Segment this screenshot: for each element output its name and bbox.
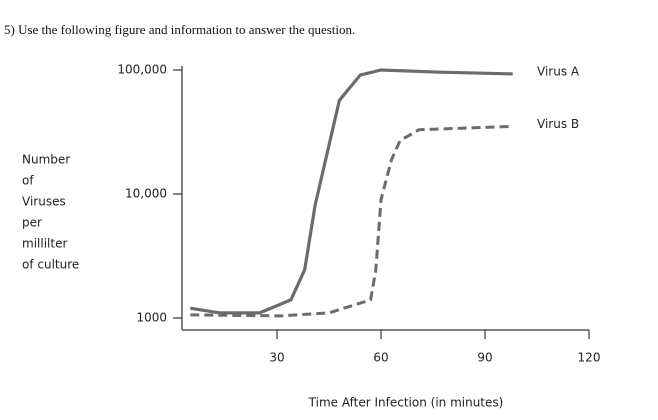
x-tick-label: 60 <box>373 351 388 365</box>
series-line <box>190 68 513 315</box>
y-axis-label: of culture <box>22 258 79 272</box>
question-text: 5) Use the following figure and informat… <box>4 22 356 37</box>
y-tick-label: 100,000 <box>117 63 167 77</box>
y-axis-label: Viruses <box>22 195 66 209</box>
series-line <box>190 125 510 318</box>
y-axis-label: of <box>22 174 34 188</box>
x-tick-label: 90 <box>477 351 492 365</box>
y-tick-label: 1000 <box>136 311 167 325</box>
x-axis-label: Time After Infection (in minutes) <box>308 396 504 410</box>
y-axis-label: millilter <box>22 237 67 251</box>
y-axis-label: Number <box>22 153 70 167</box>
x-tick-label: 120 <box>578 351 601 365</box>
legend-label: Virus B <box>537 117 579 131</box>
y-tick-label: 10,000 <box>125 187 167 201</box>
legend-label: Virus A <box>537 64 580 78</box>
x-tick-label: 30 <box>269 351 284 365</box>
y-axis-label: per <box>22 216 42 230</box>
